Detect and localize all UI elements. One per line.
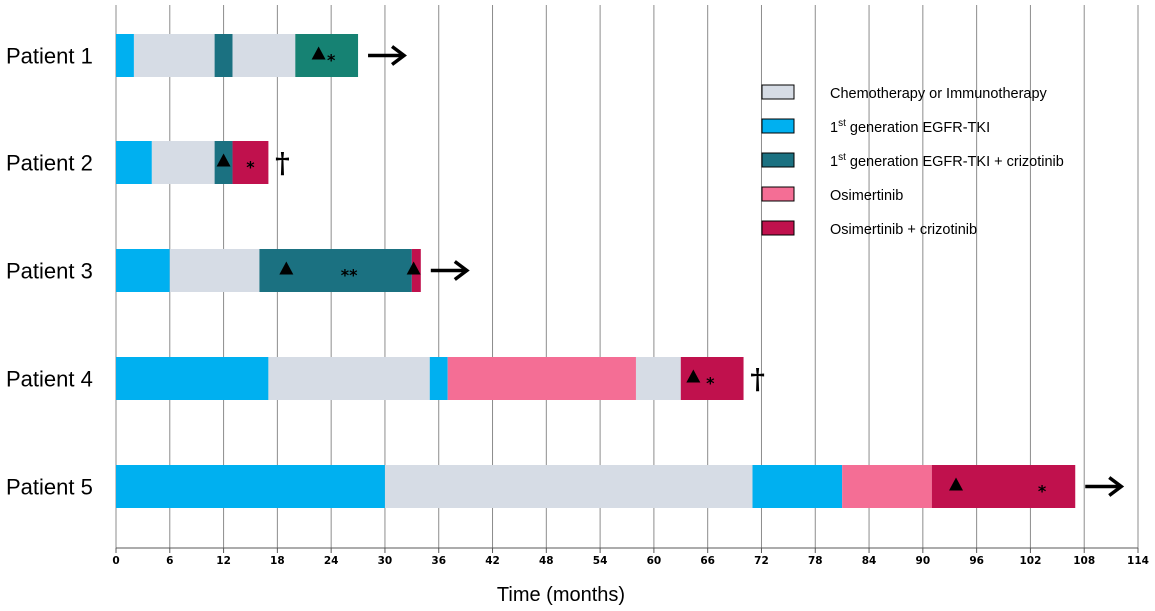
progression-triangle-icon	[949, 477, 964, 491]
x-tick-label: 6	[166, 555, 173, 567]
legend: Chemotherapy or Immunotherapy 1st generat…	[761, 84, 1064, 238]
bar-segment	[133, 34, 215, 77]
x-axis-title: Time (months)	[497, 584, 625, 606]
x-tick-label: 90	[916, 555, 931, 567]
x-tick-label: 18	[270, 555, 285, 567]
bar-segment	[116, 357, 269, 400]
progression-triangle-icon	[279, 261, 294, 275]
bar-segment	[116, 465, 385, 508]
bar-segment	[214, 34, 233, 77]
x-tick-label: 0	[112, 555, 119, 567]
x-tick-label: 36	[431, 555, 446, 567]
bar-segment	[151, 141, 215, 184]
bar-segment	[169, 249, 260, 292]
x-tick-label: 60	[647, 555, 662, 567]
legend-swatch	[761, 220, 795, 236]
x-tick-label: 96	[969, 555, 984, 567]
legend-item: Chemotherapy or Immunotherapy	[761, 84, 1048, 102]
progression-triangle-icon	[686, 369, 701, 383]
bar-segment	[447, 357, 636, 400]
patient-bars: ** †*** †*	[116, 34, 1125, 508]
x-tick-label: 102	[1019, 555, 1041, 567]
x-tick-label: 114	[1127, 555, 1149, 567]
legend-item: 1st generation EGFR-TKI + crizotinib	[761, 152, 1064, 170]
patient-row: **	[116, 249, 470, 292]
ongoing-arrow-icon	[1108, 476, 1125, 497]
patient-label: Patient 4	[6, 367, 93, 392]
legend-label: Osimertinib	[830, 188, 903, 204]
x-tick-label: 24	[324, 555, 339, 567]
patient-label: Patient 3	[6, 259, 93, 284]
legend-swatch	[761, 186, 795, 202]
patient-row: *	[116, 34, 407, 77]
patient-row: *	[116, 465, 1125, 508]
asterisk-marker: *	[246, 158, 255, 177]
legend-label: Chemotherapy or Immunotherapy	[830, 86, 1048, 102]
asterisk-marker: **	[341, 266, 358, 285]
ongoing-arrow-icon	[453, 260, 470, 281]
bar-segment	[232, 141, 269, 184]
x-tick-label: 84	[862, 555, 877, 567]
bar-segment	[268, 357, 430, 400]
legend-swatch	[761, 84, 795, 100]
death-dagger-icon: †	[750, 363, 765, 396]
legend-label: Osimertinib + crizotinib	[830, 222, 977, 238]
bar-segment	[635, 357, 681, 400]
x-tick-label: 72	[754, 555, 769, 567]
death-dagger-icon: †	[275, 147, 290, 180]
x-tick-label: 30	[378, 555, 393, 567]
bar-segment	[384, 465, 753, 508]
asterisk-marker: *	[1038, 482, 1047, 501]
legend-label: 1st generation EGFR-TKI + crizotinib	[830, 152, 1064, 170]
ongoing-arrow-icon	[391, 45, 407, 66]
bar-segment	[842, 465, 932, 508]
x-tick-label: 48	[539, 555, 554, 567]
legend-swatch	[761, 152, 795, 168]
patient-label: Patient 2	[6, 151, 93, 176]
x-tick-label: 54	[593, 555, 608, 567]
progression-triangle-icon	[406, 261, 421, 275]
x-tick-label: 78	[808, 555, 823, 567]
progression-triangle-icon	[311, 46, 326, 60]
y-axis-labels: Patient 1 Patient 2 Patient 3 Patient 4 Pati…	[6, 44, 93, 500]
legend-item: Osimertinib + crizotinib	[761, 220, 977, 238]
patient-label: Patient 5	[6, 475, 93, 500]
legend-item: 1st generation EGFR-TKI	[761, 118, 990, 136]
legend-swatch	[761, 118, 795, 134]
x-tick-label: 12	[216, 555, 231, 567]
legend-label: 1st generation EGFR-TKI	[830, 118, 990, 136]
x-tick-label: 66	[700, 555, 715, 567]
asterisk-marker: *	[706, 374, 715, 393]
bar-segment	[752, 465, 843, 508]
x-tick-label: 108	[1073, 555, 1095, 567]
grid-lines	[115, 5, 1139, 548]
bar-segment	[116, 141, 152, 184]
bar-segment	[116, 34, 134, 77]
bar-segment	[295, 34, 359, 77]
x-axis: 0 6 12 18 24 30 36 42 48 54 60 66 72 78 84 90 96 102 108 11…	[112, 547, 1149, 567]
patient-label: Patient 1	[6, 44, 93, 69]
bar-segment	[116, 249, 170, 292]
x-tick-label: 42	[485, 555, 500, 567]
patient-row: * †	[116, 141, 290, 184]
patient-row: * †	[116, 357, 765, 400]
legend-item: Osimertinib	[761, 186, 903, 204]
bar-segment	[232, 34, 296, 77]
asterisk-marker: *	[327, 51, 336, 70]
progression-triangle-icon	[216, 153, 231, 167]
bar-segment	[429, 357, 448, 400]
